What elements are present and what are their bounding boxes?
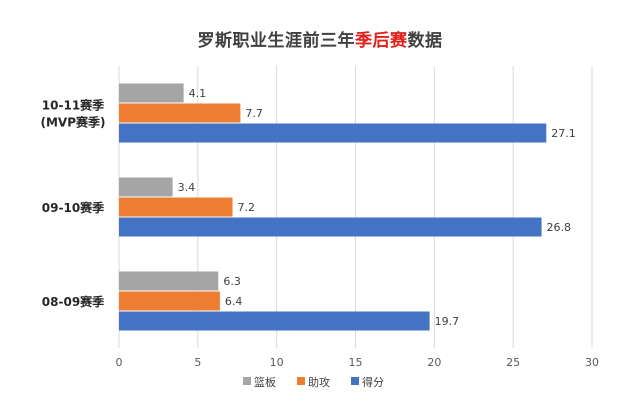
category-label: (MVP赛季) (41, 115, 106, 130)
data-label: 7.2 (238, 201, 256, 214)
legend-swatch-得分 (351, 377, 359, 385)
bar-篮板 (119, 177, 173, 197)
category-label: 10-11赛季 (42, 98, 105, 113)
chart-title-suffix: 数据 (407, 31, 443, 51)
x-tick-label: 25 (506, 356, 520, 369)
bar-得分 (119, 311, 430, 331)
x-tick-label: 10 (270, 356, 284, 369)
x-tick-label: 15 (349, 356, 363, 369)
legend-swatch-助攻 (297, 377, 305, 385)
chart-title-prefix: 罗斯职业生涯前三年 (197, 31, 355, 51)
bar-助攻 (119, 291, 220, 311)
category-label: 09-10赛季 (42, 200, 105, 215)
legend-label: 得分 (362, 376, 384, 389)
chart-title: 罗斯职业生涯前三年季后赛数据 (0, 26, 640, 51)
bar-助攻 (119, 103, 241, 123)
bar-篮板 (119, 271, 219, 291)
data-label: 26.8 (547, 221, 572, 234)
bar-得分 (119, 217, 542, 237)
bar-得分 (119, 123, 547, 143)
bar-助攻 (119, 197, 233, 217)
data-label: 4.1 (189, 87, 207, 100)
data-label: 27.1 (551, 127, 576, 140)
x-tick-label: 5 (194, 356, 201, 369)
category-label: 08-09赛季 (42, 294, 105, 309)
x-tick-label: 30 (585, 356, 599, 369)
data-label: 6.3 (223, 275, 241, 288)
x-tick-label: 20 (427, 356, 441, 369)
data-label: 19.7 (435, 315, 460, 328)
chart-title-highlight: 季后赛 (355, 31, 408, 51)
x-tick-label: 0 (116, 356, 123, 369)
data-label: 6.4 (225, 295, 243, 308)
data-label: 3.4 (178, 181, 196, 194)
data-label: 7.7 (245, 107, 262, 120)
legend-label: 篮板 (254, 375, 276, 389)
legend-swatch-篮板 (243, 377, 251, 385)
bar-篮板 (119, 83, 184, 103)
legend-label: 助攻 (308, 375, 330, 389)
